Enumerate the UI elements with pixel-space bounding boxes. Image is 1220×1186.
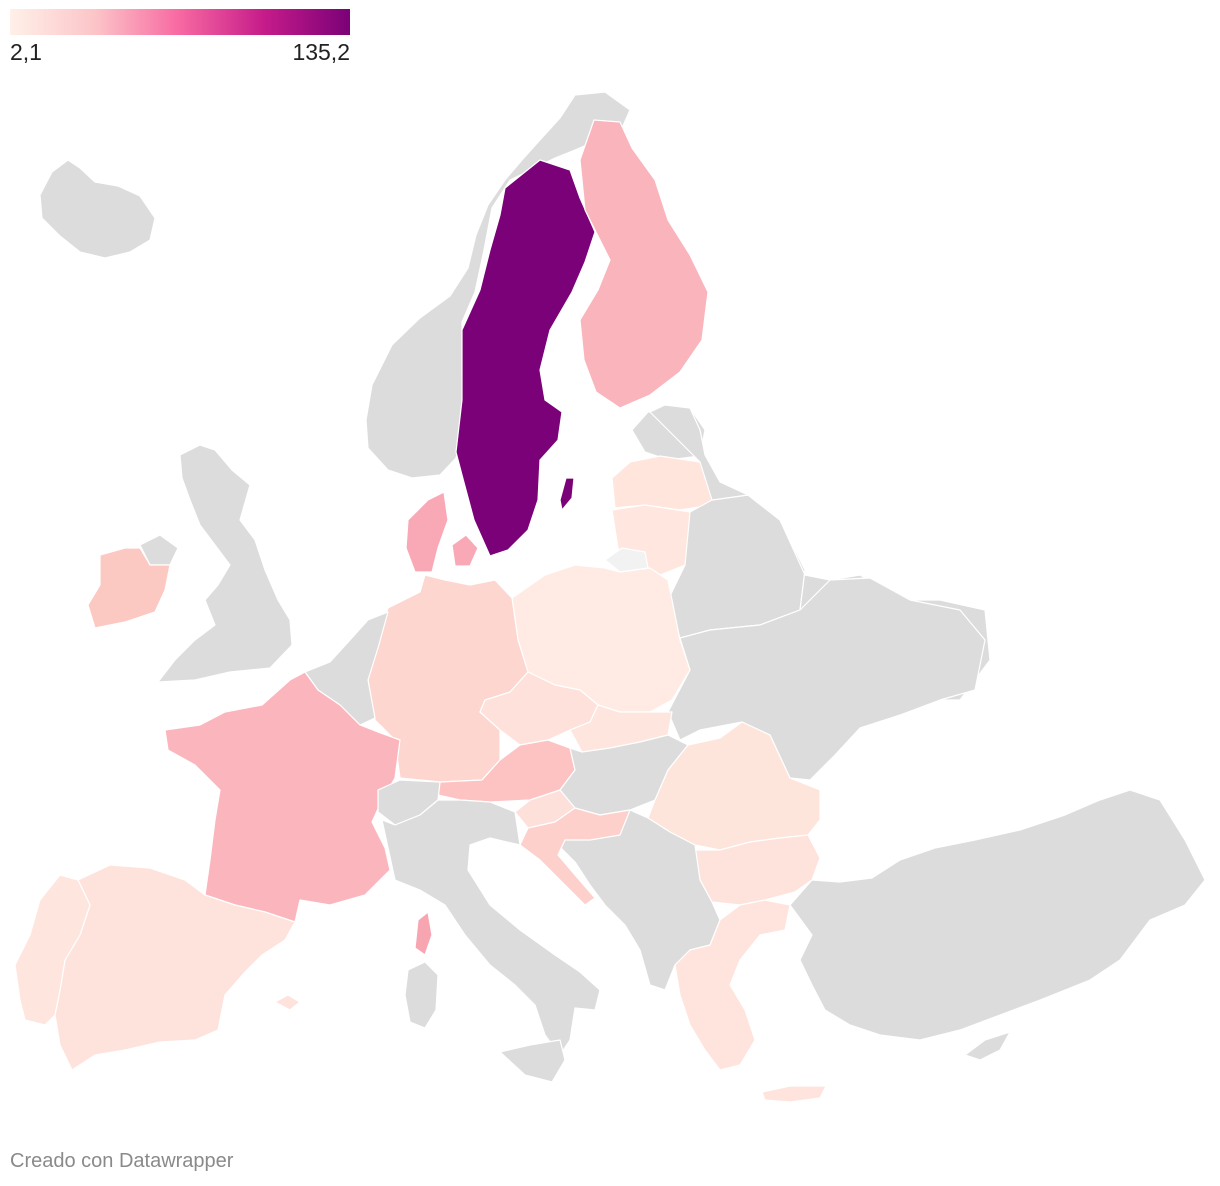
country-france[interactable] <box>164 671 401 923</box>
country-denmark-zealand[interactable] <box>451 534 479 567</box>
country-crete[interactable] <box>761 1085 827 1103</box>
country-portugal[interactable] <box>14 874 91 1026</box>
country-denmark[interactable] <box>405 491 449 573</box>
country-croatia[interactable] <box>519 807 631 906</box>
color-scale-legend: 2,1 135,2 <box>10 9 350 65</box>
country-cyprus[interactable] <box>964 1031 1011 1061</box>
country-iceland[interactable] <box>39 159 156 259</box>
legend-max-label: 135,2 <box>292 39 350 65</box>
country-corsica[interactable] <box>414 911 433 956</box>
country-kaliningrad[interactable] <box>604 547 649 573</box>
country-ireland[interactable] <box>87 547 171 629</box>
country-sweden[interactable] <box>455 159 596 557</box>
country-sicily[interactable] <box>499 1039 566 1083</box>
country-greece[interactable] <box>674 899 791 1071</box>
country-turkey[interactable] <box>789 789 1206 1041</box>
country-ukraine[interactable] <box>667 577 986 781</box>
legend-gradient-bar <box>10 9 350 35</box>
country-sardinia[interactable] <box>404 961 439 1029</box>
country-united-kingdom[interactable] <box>157 444 293 683</box>
country-gotland[interactable] <box>559 477 575 511</box>
credit-text: Creado con Datawrapper <box>10 1150 234 1172</box>
country-finland[interactable] <box>579 119 709 409</box>
country-italy[interactable] <box>381 799 601 1056</box>
country-balearic-islands[interactable] <box>274 994 301 1011</box>
legend-min-label: 2,1 <box>10 39 42 65</box>
